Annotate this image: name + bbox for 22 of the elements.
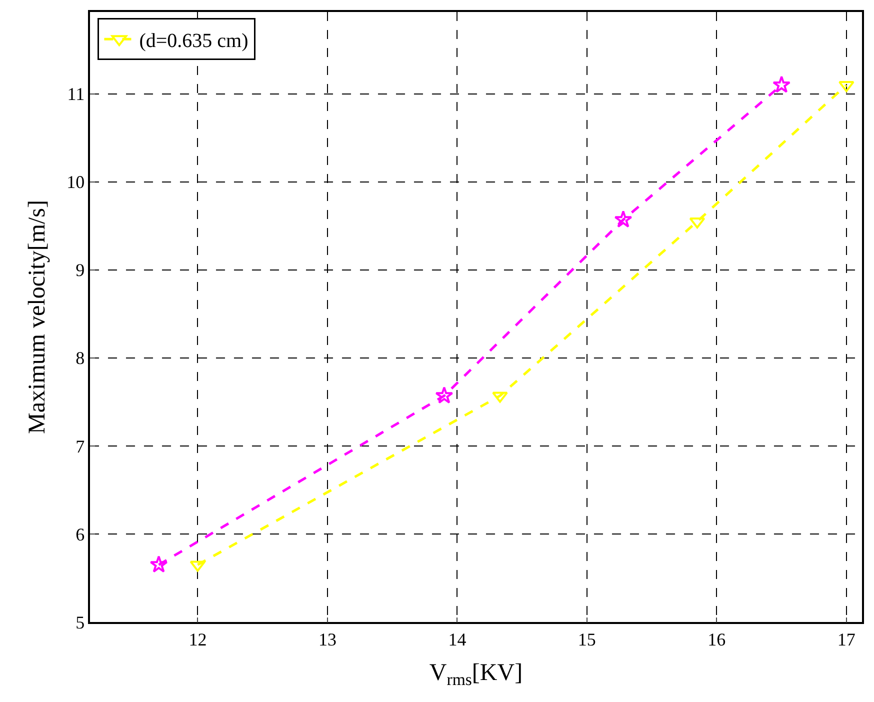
y-tick-label: 7 (76, 436, 85, 456)
x-tick-label: 12 (188, 629, 207, 650)
point (435, 386, 454, 404)
point (772, 76, 791, 93)
y-tick-label: 11 (67, 84, 85, 104)
x-axis-title: V$_{rms}$[KV] (429, 660, 523, 690)
point (492, 392, 508, 403)
x-tick-label: 15 (578, 629, 596, 650)
y-tick-label: 8 (76, 348, 85, 368)
point (150, 555, 168, 573)
y-tick-label: 10 (66, 172, 85, 192)
y-tick-label: 9 (76, 260, 85, 280)
point (838, 81, 854, 92)
y-tick-label: 6 (76, 524, 85, 544)
x-tick-label: 17 (837, 629, 856, 650)
y-tick-label: 5 (76, 612, 85, 632)
point (614, 210, 632, 228)
x-tick-label: 16 (708, 629, 726, 650)
x-tick-label: 13 (318, 629, 336, 650)
y-axis-title: Maximum velocity[m/s] (24, 200, 50, 434)
x-tick-label: 14 (448, 629, 466, 650)
legend-label: (d=0.635 cm) (139, 30, 248, 52)
